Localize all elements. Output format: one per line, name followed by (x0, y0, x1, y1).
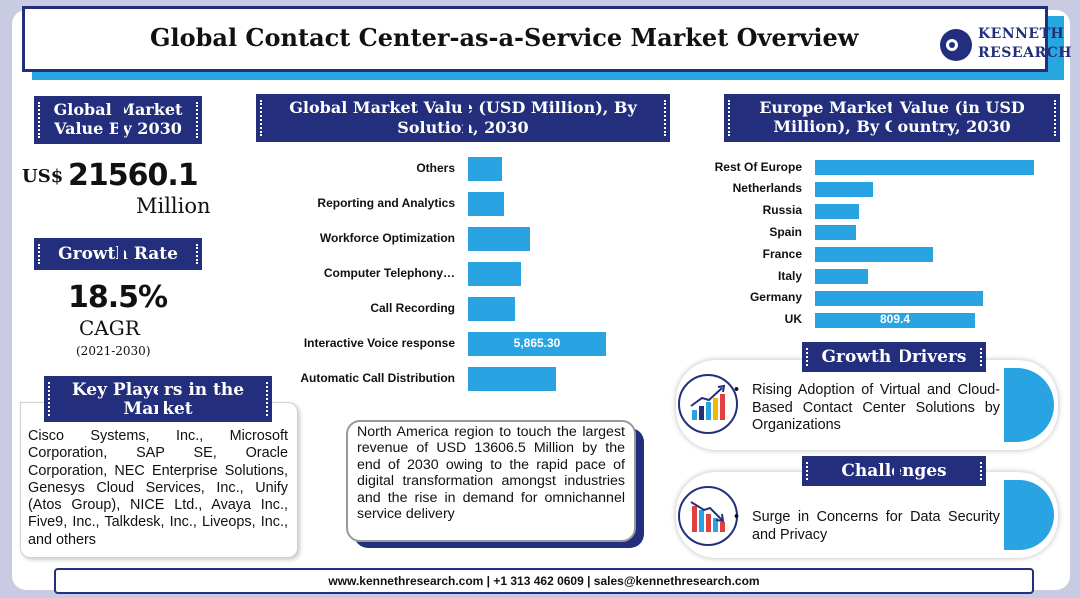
currency-label: US$ (22, 166, 64, 187)
company-logo: KENNETH RESEARCH (938, 23, 1071, 69)
logo-text: KENNETH RESEARCH (978, 25, 1072, 63)
bar-category-label: UK (784, 312, 802, 327)
chart-bar (468, 192, 504, 216)
chart-bar (468, 332, 606, 356)
chart-bar (815, 160, 1034, 175)
logo-line2: RESEARCH (978, 45, 1072, 61)
growth-drivers-card (676, 360, 1058, 450)
bar-category-label: Spain (769, 224, 802, 239)
bar-category-label: Italy (777, 268, 802, 283)
bar-category-label: Russia (762, 203, 802, 218)
chart-bar (815, 225, 856, 241)
market-value-unit: Million (136, 194, 211, 218)
bar-category-label: Reporting and Analytics (317, 196, 455, 210)
bar-category-label: Rest Of Europe (714, 159, 802, 174)
europe-chart-title-text: Europe Market Value (in USD Million), By… (759, 98, 1025, 136)
market-value-heading: Global Market Value By 2030 (34, 96, 202, 144)
chart-bar (468, 227, 530, 251)
bar-category-label: Automatic Call Distribution (300, 371, 455, 385)
challenges-card (676, 472, 1058, 558)
contact-footer: www.kennethresearch.com | +1 313 462 060… (54, 568, 1034, 594)
title-banner: Global Contact Center-as-a-Service Marke… (22, 6, 1071, 72)
chart-bar (468, 262, 521, 286)
solution-chart-title: Global Market Value (USD Million), By So… (256, 94, 670, 142)
rising-chart-icon (690, 384, 726, 420)
growth-drivers-heading: Growth Drivers (802, 342, 986, 372)
solution-chart-title-text: Global Market Value (USD Million), By So… (289, 98, 637, 137)
market-value-number: 21560.1 (68, 158, 199, 193)
bar-category-label: France (762, 246, 802, 261)
declining-chart-icon (690, 501, 725, 532)
bar-data-label: 809.4 (879, 312, 911, 327)
key-players-heading: Key Players in the Market (44, 376, 272, 422)
chart-bar (815, 290, 983, 306)
chart-bar (815, 312, 975, 328)
cagr-label: CAGR (79, 316, 140, 340)
challenges-heading: Challenges (802, 456, 986, 486)
bar-category-label: Interactive Voice response (303, 336, 455, 350)
growth-rate-heading: Growth Rate (34, 238, 202, 270)
challenges-heading-text: Challenges (841, 461, 947, 481)
north-america-note (346, 420, 636, 542)
growth-rate-value: 18.5% (68, 280, 168, 315)
chart-bar (468, 157, 502, 181)
key-players-list: Cisco Systems, Inc., Microsoft Corporati… (28, 428, 288, 548)
page-title: Global Contact Center-as-a-Service Marke… (150, 23, 859, 52)
bar-category-label: Call Recording (370, 301, 455, 315)
bar-category-label: Others (416, 161, 455, 175)
bar-data-label: 5,865.30 (513, 336, 561, 350)
bar-category-label: Netherlands (732, 181, 802, 196)
growth-rate-heading-text: Growth Rate (58, 244, 178, 264)
challenges-icon-circle (678, 486, 738, 546)
north-america-note-text: North America region to touch the larges… (357, 424, 625, 523)
challenges-text: Surge in Concerns for Data Security and … (752, 509, 1000, 543)
chart-bar (815, 203, 859, 219)
europe-chart-title: Europe Market Value (in USD Million), By… (724, 94, 1060, 142)
bar-category-label: Germany (749, 290, 802, 305)
growth-drivers-text: Rising Adoption of Virtual and Cloud-Bas… (752, 382, 1000, 433)
key-players-heading-line1: Key Players in the (71, 380, 245, 400)
logo-mark-icon (940, 29, 972, 61)
chart-bar (468, 367, 556, 391)
market-value-heading-line1: Global Market (53, 100, 183, 119)
challenges-bullet: • Surge in Concerns for Data Security an… (734, 509, 1000, 543)
bar-category-label: Computer Telephony… (323, 266, 455, 280)
cagr-period: (2021-2030) (76, 344, 151, 358)
chart-bar (815, 247, 933, 263)
key-players-heading-line2: Market (123, 399, 193, 419)
market-value-heading-line2: Value By 2030 (54, 119, 182, 138)
chart-bar (468, 297, 515, 321)
growth-drivers-icon-circle (678, 374, 738, 434)
logo-line1: KENNETH (978, 26, 1065, 42)
chart-bar (815, 181, 873, 197)
growth-drivers-bullet: • Rising Adoption of Virtual and Cloud-B… (734, 382, 1000, 433)
growth-drivers-heading-text: Growth Drivers (821, 347, 967, 367)
bar-category-label: Workforce Optimization (319, 231, 455, 245)
chart-bar (815, 269, 868, 284)
